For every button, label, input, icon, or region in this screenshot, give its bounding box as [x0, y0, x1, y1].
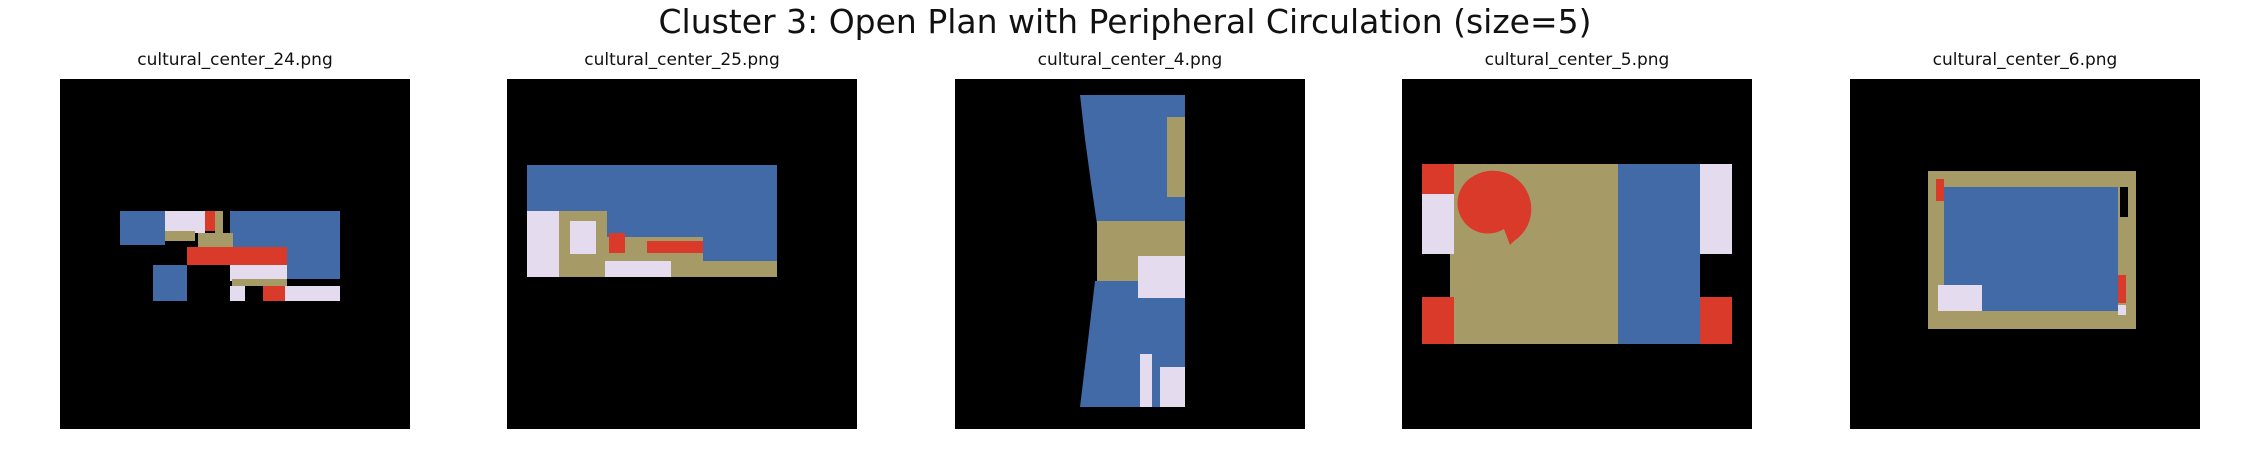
floorplan-panel-4 [1402, 79, 1752, 429]
room-red [2118, 275, 2126, 303]
room-blue [120, 211, 165, 245]
room-blue [527, 165, 777, 211]
room-lavender [1160, 367, 1185, 407]
panel-title-4: cultural_center_5.png [1484, 50, 1670, 70]
floorplan-panel-5 [1850, 79, 2200, 429]
room-red [1422, 164, 1454, 194]
room-lavender [285, 286, 340, 301]
room-lavender [230, 265, 287, 281]
floorplan-panel-1 [60, 79, 410, 429]
room-lavender [230, 286, 245, 301]
room-blue [607, 211, 777, 237]
room-red [1700, 297, 1732, 344]
room-blue [1618, 164, 1700, 344]
floorplan-panel-3 [955, 79, 1305, 429]
room-lavender [527, 211, 559, 277]
room-lavender [1138, 256, 1185, 298]
room-lavender [570, 221, 596, 254]
room-lavender [2118, 305, 2126, 315]
panel-title-3: cultural_center_4.png [1037, 50, 1223, 70]
room-lavender [165, 211, 205, 233]
room-lavender [1140, 354, 1152, 407]
room-red [187, 247, 287, 265]
room-red [647, 241, 705, 253]
room-lavender [605, 261, 671, 277]
room-red [609, 233, 625, 253]
room-khaki [215, 211, 223, 235]
room-lavender [1700, 164, 1732, 254]
room-khaki [198, 233, 233, 247]
room-blue [153, 265, 187, 301]
panel-title-2: cultural_center_25.png [584, 50, 780, 70]
room-blue [1080, 95, 1185, 231]
room-red [205, 211, 215, 231]
floorplan-3 [1080, 95, 1185, 407]
room-blue [1080, 281, 1185, 407]
room-red [1422, 297, 1454, 344]
room-khaki [232, 279, 287, 286]
floorplan-1 [120, 211, 340, 301]
room-red [1457, 170, 1532, 245]
room-lavender [1938, 285, 1982, 311]
room-red [263, 286, 285, 301]
figure-title: Cluster 3: Open Plan with Peripheral Cir… [658, 2, 1592, 41]
room-lavender [1422, 194, 1454, 254]
room-khaki [1167, 117, 1185, 197]
room-red [1936, 179, 1944, 201]
floorplan-panel-2 [507, 79, 857, 429]
panel-title-5: cultural_center_6.png [1932, 50, 2118, 70]
floorplan-4 [1422, 164, 1732, 344]
room-blue [287, 247, 340, 279]
floorplan-5 [1928, 171, 2136, 329]
panel-title-1: cultural_center_24.png [137, 50, 333, 70]
floorplan-2 [527, 165, 777, 277]
room-blue [230, 211, 340, 247]
room-khaki [165, 231, 195, 241]
room-black-notch [2120, 187, 2128, 217]
room-blue [703, 237, 777, 261]
